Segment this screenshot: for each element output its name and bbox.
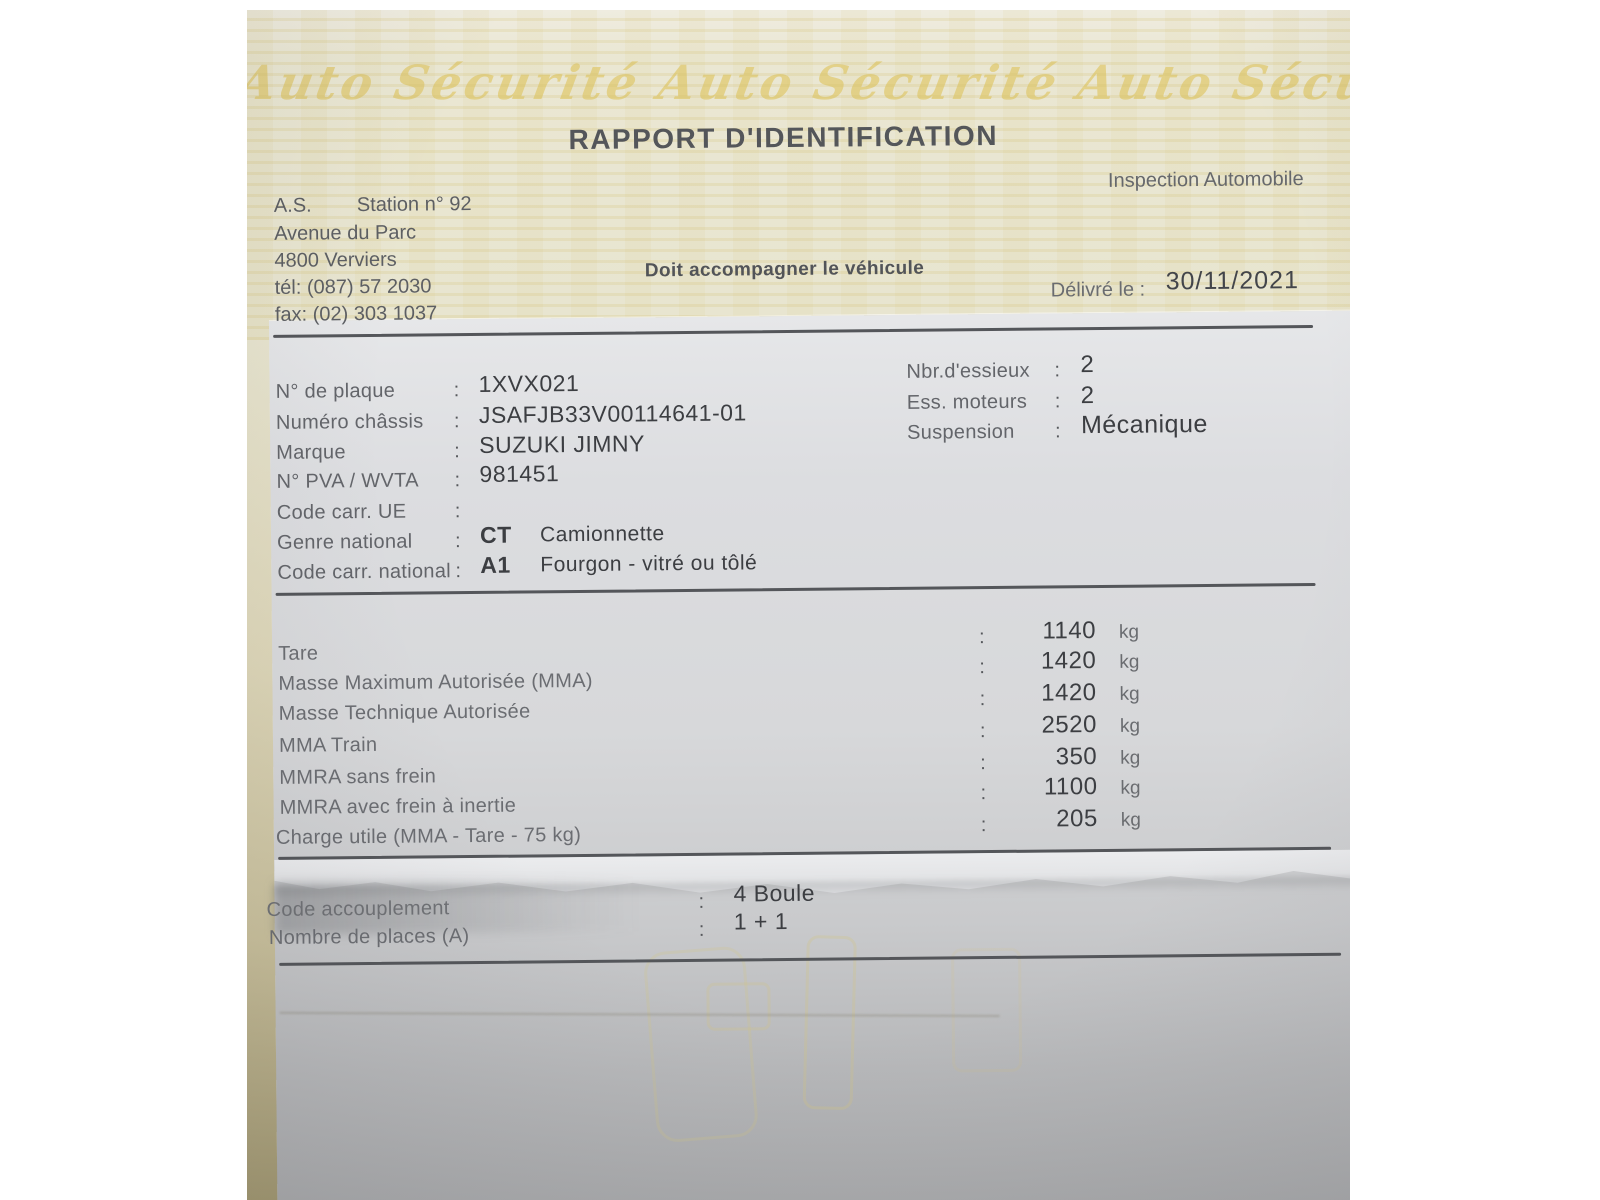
station-fax: fax: (02) 303 1037	[274, 302, 438, 326]
colon: :	[698, 890, 705, 913]
field-extra: Fourgon - vitré ou tôlé	[540, 551, 758, 577]
field-label: Nombre de places (A)	[268, 925, 470, 949]
colon: :	[454, 440, 460, 463]
field-label: Ess. moteurs	[906, 390, 1028, 414]
field-value: CT	[479, 521, 512, 548]
colon: :	[454, 530, 461, 553]
field-label: Numéro châssis	[275, 410, 424, 434]
mass-value: 2520	[1041, 711, 1098, 739]
mass-value: 1140	[1042, 617, 1097, 645]
field-label: Code carr. UE	[276, 500, 407, 524]
watermark-outline-shape	[951, 947, 1023, 1073]
colon: :	[454, 469, 461, 492]
mass-unit: kg	[1119, 683, 1140, 705]
mass-label: Tare	[278, 642, 319, 665]
field-label: Marque	[276, 441, 346, 464]
field-label: Code carr. national	[277, 560, 452, 584]
field-value: 2	[1080, 382, 1095, 410]
watermark-outline-shape	[802, 935, 857, 1111]
must-accompany-note: Doit accompagner le véhicule	[644, 257, 925, 282]
station-number: Station n° 92	[356, 193, 472, 217]
field-extra: Camionnette	[539, 522, 665, 547]
field-value: 1XVX021	[478, 369, 580, 397]
mass-unit: kg	[1119, 651, 1140, 673]
report-title: RAPPORT D'IDENTIFICATION	[568, 119, 999, 156]
mass-unit: kg	[1119, 715, 1141, 737]
field-label: N° PVA / WVTA	[276, 469, 419, 493]
field-label: Code accouplement	[266, 897, 450, 922]
document-photo: Auto Sécurité Auto Sécurité Auto Sécurit…	[247, 10, 1350, 1200]
mass-unit: kg	[1120, 777, 1141, 799]
mass-label: Masse Maximum Autorisée (MMA)	[278, 669, 593, 695]
mass-unit: kg	[1118, 621, 1140, 643]
colon: :	[1054, 390, 1061, 413]
field-value: 1 + 1	[733, 908, 789, 935]
station-street: Avenue du Parc	[274, 221, 417, 245]
colon: :	[453, 379, 460, 402]
colon: :	[455, 560, 462, 583]
mass-unit: kg	[1120, 809, 1141, 831]
colon: :	[453, 410, 460, 433]
mass-value: 1420	[1040, 647, 1097, 675]
field-label: Genre national	[276, 530, 413, 554]
field-value: 2	[1080, 351, 1095, 379]
inspection-automobile-label: Inspection Automobile	[1107, 168, 1304, 192]
colon: :	[1054, 420, 1061, 443]
mass-label: Charge utile (MMA - Tare - 75 kg)	[275, 823, 582, 849]
field-label: N° de plaque	[275, 379, 396, 403]
field-value: Mécanique	[1080, 409, 1208, 440]
mass-label: MMRA sans frein	[279, 765, 437, 789]
watermark-outline-shape	[706, 982, 771, 1031]
station-org: A.S.	[273, 194, 312, 217]
field-value: A1	[480, 551, 511, 578]
mass-value: 1100	[1043, 773, 1098, 801]
field-value: 981451	[479, 460, 560, 487]
field-value: JSAFJB33V00114641-01	[478, 399, 747, 428]
mass-label: Masse Technique Autorisée	[278, 700, 531, 725]
watermark-outline-shape	[642, 945, 760, 1144]
mass-value: 1420	[1041, 679, 1097, 707]
colon: :	[1054, 359, 1061, 382]
mass-unit: kg	[1120, 747, 1141, 769]
field-value: 4 Boule	[733, 879, 816, 907]
mass-value: 350	[1055, 743, 1098, 771]
mass-label: MMA Train	[278, 733, 378, 757]
mass-value: 205	[1056, 805, 1098, 833]
delivered-label: Délivré le :	[1050, 278, 1146, 302]
colon: :	[698, 918, 705, 941]
field-label: Nbr.d'essieux	[906, 359, 1030, 383]
field-label: Suspension	[906, 420, 1015, 444]
mass-label: MMRA avec frein à inertie	[279, 794, 517, 819]
delivered-date: 30/11/2021	[1165, 266, 1300, 296]
field-value: SUZUKI JIMNY	[479, 430, 646, 458]
colon: :	[454, 500, 461, 523]
printed-content: RAPPORT D'IDENTIFICATION Inspection Auto…	[247, 10, 1350, 1200]
